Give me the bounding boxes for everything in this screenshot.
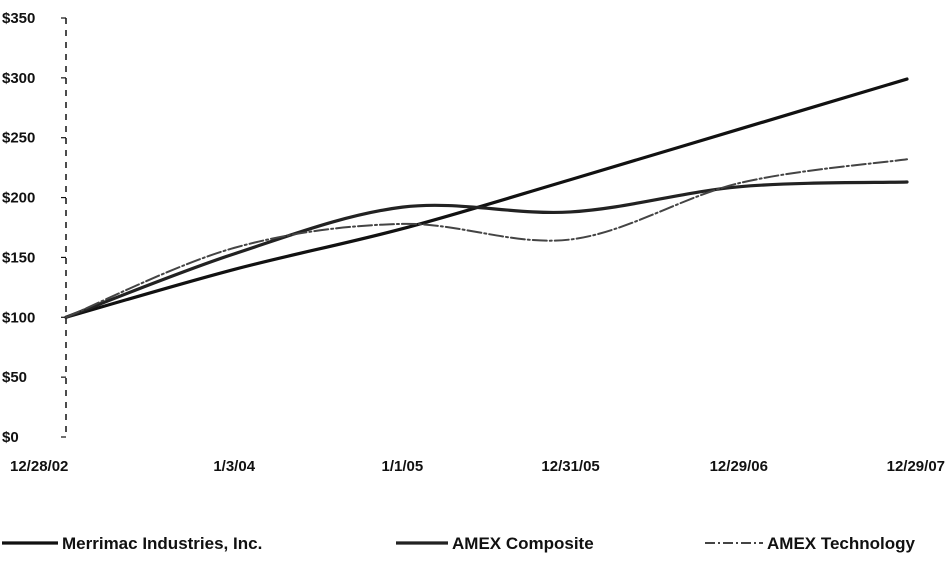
series-lines (64, 77, 909, 319)
y-tick-label: $0 (2, 429, 19, 446)
legend-label: Merrimac Industries, Inc. (62, 534, 262, 553)
y-tick-label: $350 (2, 10, 35, 27)
x-tick-label: 12/29/07 (887, 458, 945, 475)
legend-label: AMEX Composite (452, 534, 594, 553)
x-tick-label: 1/1/05 (382, 458, 424, 475)
y-tick-label: $100 (2, 309, 35, 326)
x-tick-label: 12/29/06 (710, 458, 768, 475)
x-tick-label: 12/31/05 (541, 458, 599, 475)
legend-label: AMEX Technology (767, 534, 916, 553)
x-tick-label: 1/3/04 (213, 458, 255, 475)
x-tick-label: 12/28/02 (10, 458, 68, 475)
y-tick-label: $50 (2, 369, 27, 386)
y-tick-label: $150 (2, 249, 35, 266)
y-tick-label: $300 (2, 70, 35, 87)
series-line (64, 180, 909, 319)
x-tick-labels: 12/28/02 1/3/04 1/1/05 12/31/05 12/29/06 12/2… (10, 458, 945, 475)
series-line (65, 158, 908, 319)
y-tick-label: $200 (2, 190, 35, 207)
legend: Merrimac Industries, Inc. AMEX Composite A… (2, 534, 916, 553)
series-line (64, 77, 909, 319)
y-tick-labels: $0 $50 $100 $150 $200 $250 $300 $350 (2, 10, 66, 446)
y-tick-label: $250 (2, 130, 35, 147)
